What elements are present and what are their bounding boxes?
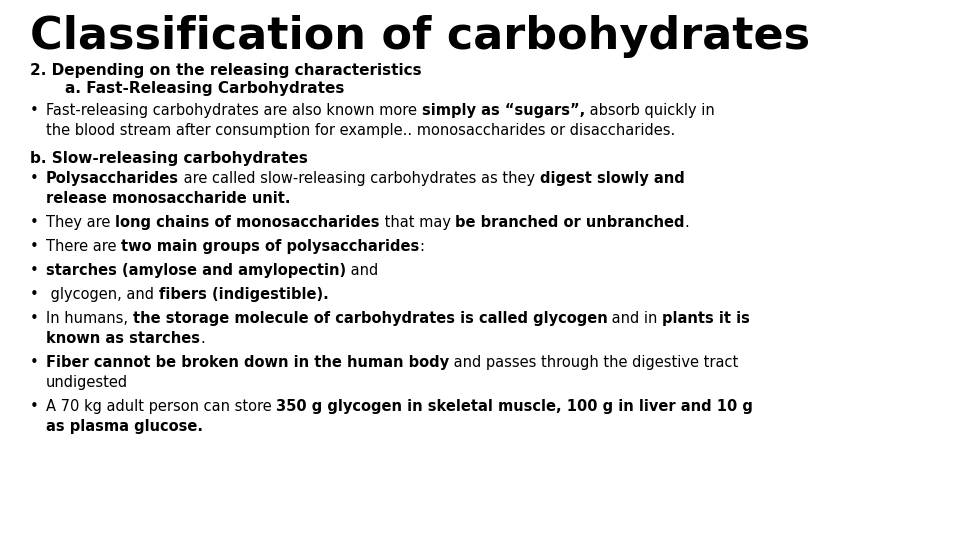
Text: In humans,: In humans, [46, 311, 132, 326]
Text: •: • [30, 355, 38, 370]
Text: that may: that may [379, 215, 455, 230]
Text: 2. Depending on the releasing characteristics: 2. Depending on the releasing characteri… [30, 63, 421, 78]
Text: fibers (indigestible).: fibers (indigestible). [158, 287, 328, 302]
Text: :: : [420, 239, 424, 254]
Text: Classification of carbohydrates: Classification of carbohydrates [30, 15, 810, 58]
Text: and passes through the digestive tract: and passes through the digestive tract [449, 355, 738, 370]
Text: a. Fast-Releasing Carbohydrates: a. Fast-Releasing Carbohydrates [65, 81, 345, 96]
Text: .: . [684, 215, 689, 230]
Text: digest slowly and: digest slowly and [540, 171, 684, 186]
Text: .: . [200, 331, 204, 346]
Text: the blood stream after consumption for example.. monosaccharides or disaccharide: the blood stream after consumption for e… [46, 123, 675, 138]
Text: and: and [347, 263, 378, 278]
Text: the storage molecule of carbohydrates is called glycogen: the storage molecule of carbohydrates is… [132, 311, 608, 326]
Text: two main groups of polysaccharides: two main groups of polysaccharides [121, 239, 420, 254]
Text: There are: There are [46, 239, 121, 254]
Text: Polysaccharides: Polysaccharides [46, 171, 179, 186]
Text: •: • [30, 311, 38, 326]
Text: •: • [30, 171, 38, 186]
Text: release monosaccharide unit.: release monosaccharide unit. [46, 191, 291, 206]
Text: •: • [30, 287, 38, 302]
Text: absorb quickly in: absorb quickly in [585, 103, 714, 118]
Text: be branched or unbranched: be branched or unbranched [455, 215, 684, 230]
Text: •: • [30, 399, 38, 414]
Text: •: • [30, 103, 38, 118]
Text: glycogen, and: glycogen, and [46, 287, 158, 302]
Text: A 70 kg adult person can store: A 70 kg adult person can store [46, 399, 276, 414]
Text: starches (amylose and amylopectin): starches (amylose and amylopectin) [46, 263, 347, 278]
Text: and in: and in [608, 311, 662, 326]
Text: Fast-releasing carbohydrates are also known more: Fast-releasing carbohydrates are also kn… [46, 103, 421, 118]
Text: are called slow-releasing carbohydrates as they: are called slow-releasing carbohydrates … [179, 171, 540, 186]
Text: known as starches: known as starches [46, 331, 200, 346]
Text: •: • [30, 239, 38, 254]
Text: b. Slow-releasing carbohydrates: b. Slow-releasing carbohydrates [30, 151, 308, 166]
Text: plants it is: plants it is [662, 311, 751, 326]
Text: •: • [30, 263, 38, 278]
Text: simply as “sugars”,: simply as “sugars”, [421, 103, 585, 118]
Text: long chains of monosaccharides: long chains of monosaccharides [115, 215, 379, 230]
Text: Fiber cannot be broken down in the human body: Fiber cannot be broken down in the human… [46, 355, 449, 370]
Text: They are: They are [46, 215, 115, 230]
Text: 350 g glycogen in skeletal muscle, 100 g in liver and 10 g: 350 g glycogen in skeletal muscle, 100 g… [276, 399, 754, 414]
Text: undigested: undigested [46, 375, 128, 390]
Text: as plasma glucose.: as plasma glucose. [46, 419, 203, 434]
Text: •: • [30, 215, 38, 230]
